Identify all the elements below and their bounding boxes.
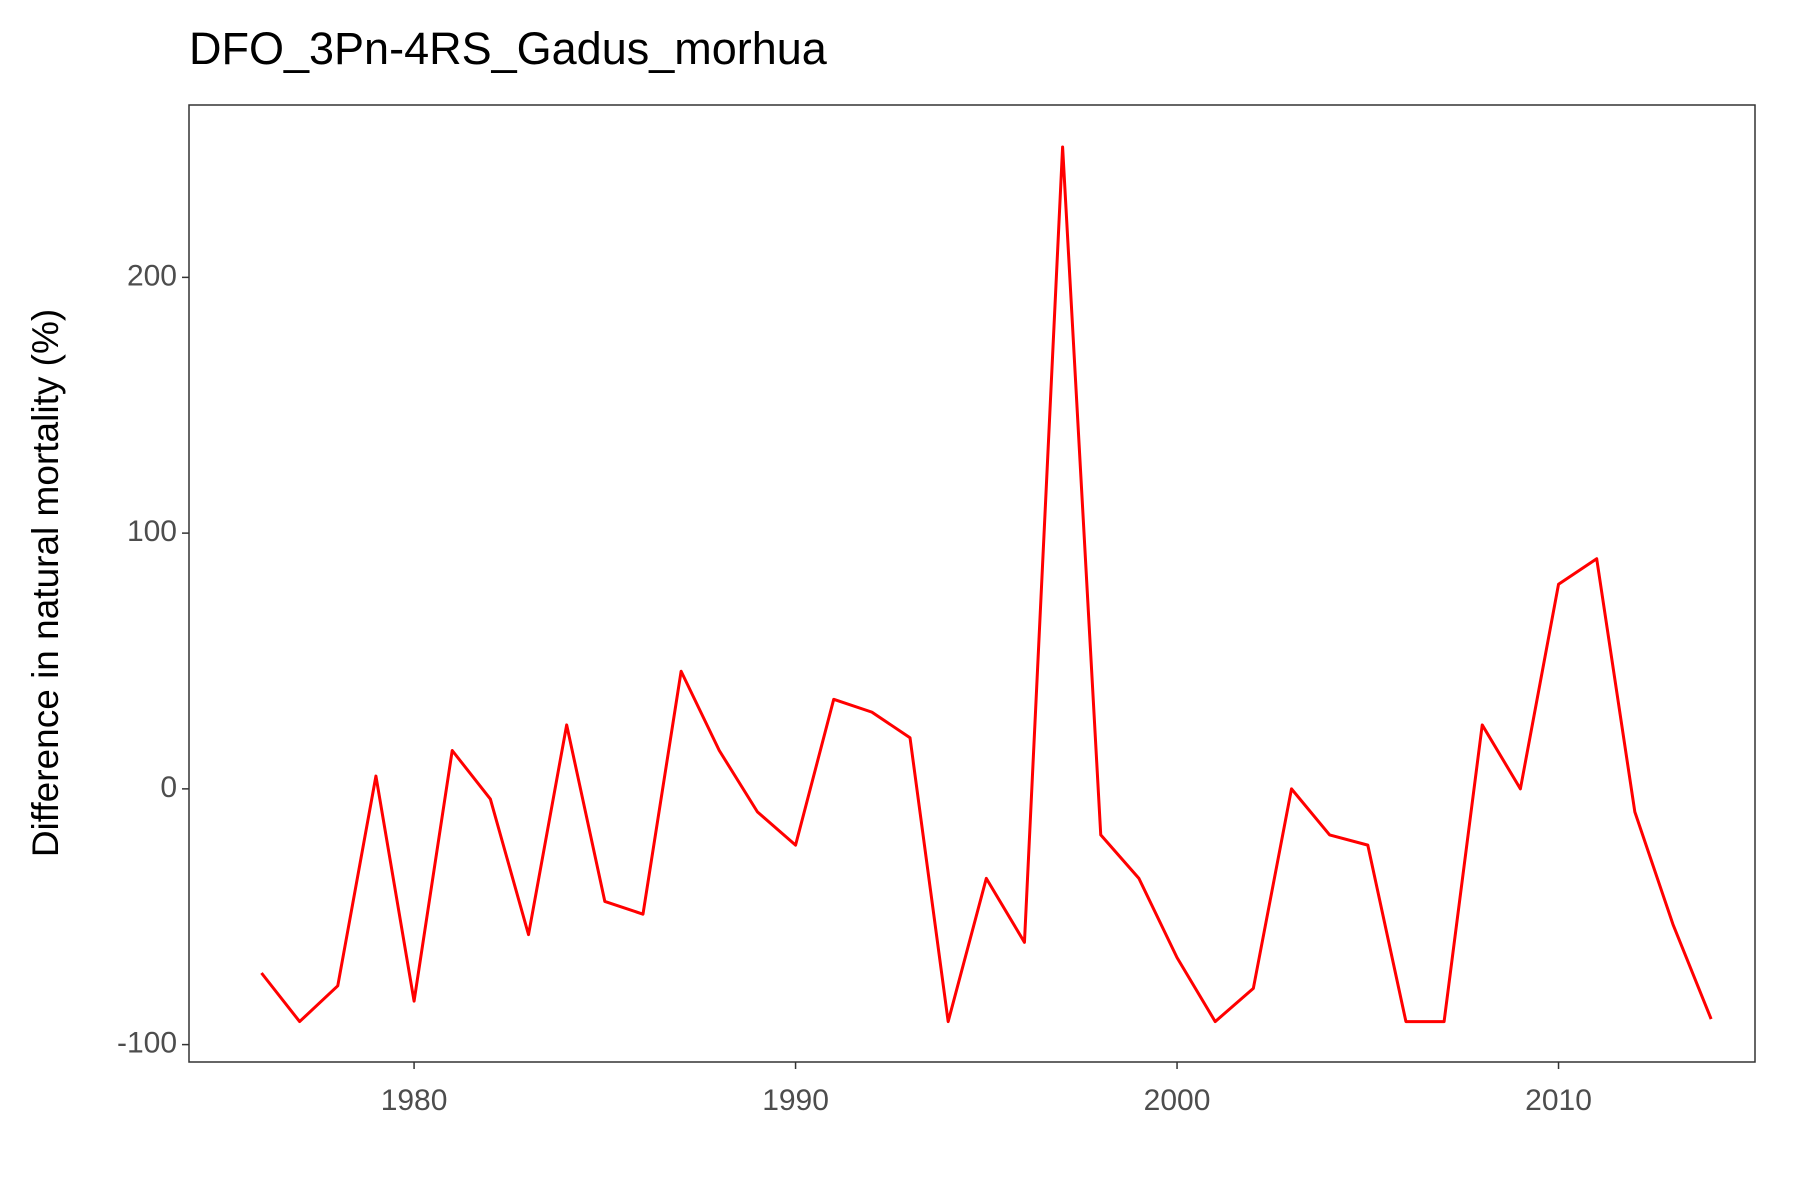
x-tick-label: 2000 <box>1144 1084 1211 1117</box>
y-tick-label: 0 <box>160 771 177 804</box>
x-tick-label: 1990 <box>762 1084 829 1117</box>
data-line <box>260 145 1713 1024</box>
y-tick-label: -100 <box>117 1027 177 1060</box>
x-tick-label: 2010 <box>1525 1084 1592 1117</box>
x-tick-label: 1980 <box>381 1084 448 1117</box>
chart-title: DFO_3Pn-4RS_Gadus_morhua <box>189 23 828 74</box>
y-tick-label: 200 <box>127 259 177 292</box>
plot-border <box>188 104 1756 1063</box>
y-axis-title: Difference in natural mortality (%) <box>25 309 66 857</box>
y-tick-label: 100 <box>127 515 177 548</box>
